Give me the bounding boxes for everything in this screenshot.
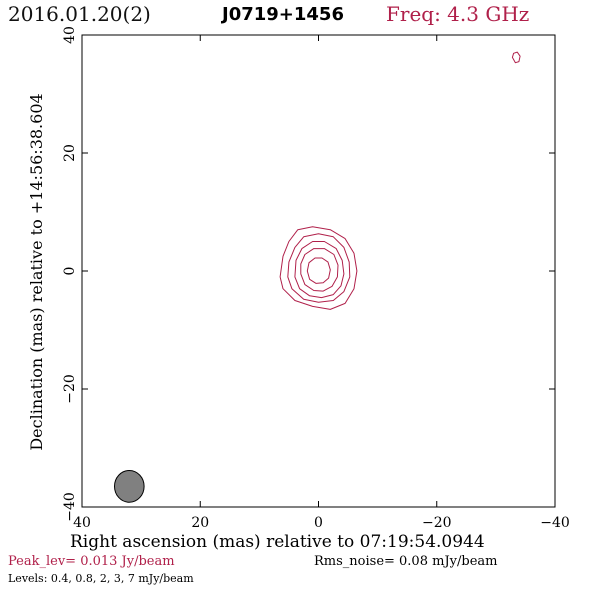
- contour-line: [306, 257, 331, 284]
- rms-noise: Rms_noise= 0.08 mJy/beam: [314, 554, 498, 569]
- x-tick-label: −40: [540, 515, 570, 531]
- x-tick-label: 20: [191, 515, 209, 531]
- beam-ellipse: [114, 469, 145, 503]
- axis-ticks: 40 20 0 −20 −40 −40 −20 0 20 40: [62, 26, 570, 531]
- x-tick-label: 0: [314, 515, 323, 531]
- y-tick-label: −40: [62, 492, 78, 522]
- y-tick-label: 20: [62, 144, 78, 162]
- contour-levels: Levels: 0.4, 0.8, 2, 3, 7 mJy/beam: [8, 572, 194, 585]
- y-tick-label: 0: [62, 267, 78, 276]
- y-tick-label: −20: [62, 374, 78, 404]
- observation-date: 2016.01.20(2): [8, 2, 151, 26]
- source-name: J0719+1456: [222, 4, 344, 25]
- contour-line: [294, 241, 345, 299]
- x-tick-label: −20: [422, 515, 452, 531]
- contour-line: [287, 233, 351, 303]
- peak-level: Peak_lev= 0.013 Jy/beam: [8, 554, 175, 569]
- contour-line: [300, 248, 339, 292]
- y-axis-label: Declination (mas) relative to +14:56:38.…: [27, 93, 46, 450]
- beam-group: [114, 469, 145, 503]
- contour-line: [511, 51, 521, 64]
- plot-frame: [81, 34, 556, 508]
- frequency-label: Freq: 4.3 GHz: [386, 2, 530, 26]
- x-tick-label: 40: [73, 515, 91, 531]
- contour-line: [279, 226, 358, 310]
- contour-lines: [279, 51, 521, 310]
- y-tick-label: 40: [62, 26, 78, 44]
- x-axis-label: Right ascension (mas) relative to 07:19:…: [70, 532, 485, 552]
